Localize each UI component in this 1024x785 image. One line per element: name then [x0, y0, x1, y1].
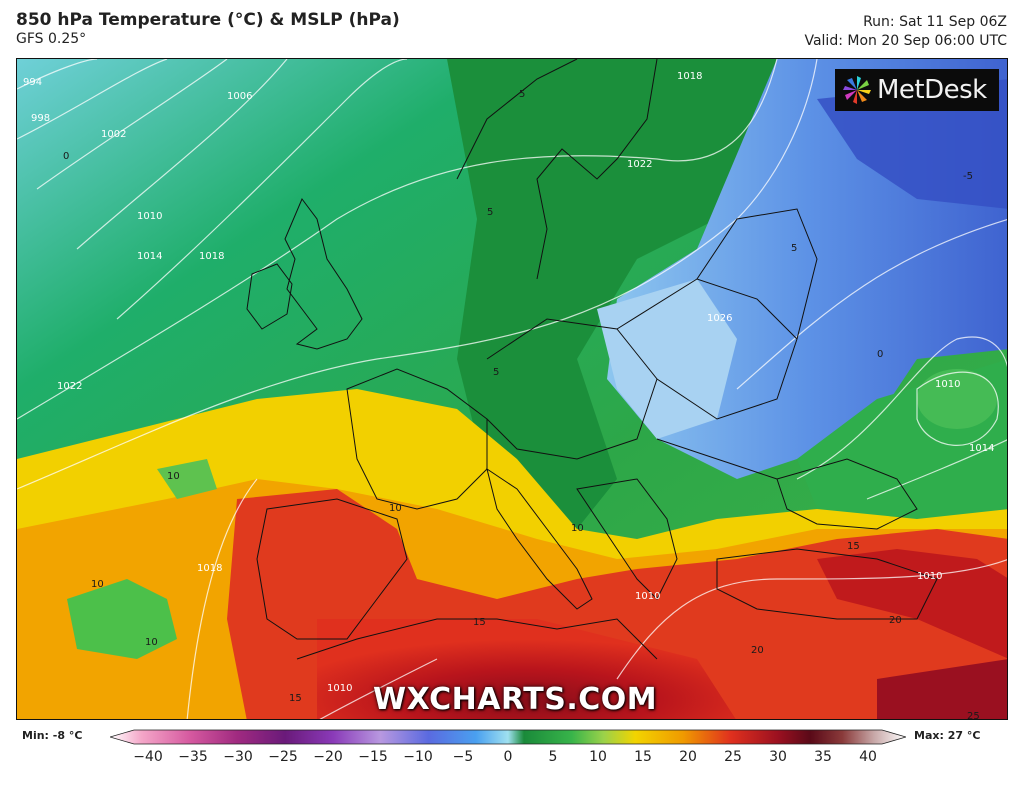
temp-label: 25	[967, 711, 980, 720]
tick-label: −40	[133, 749, 163, 765]
isobar-label: 1010	[327, 683, 352, 694]
isobar-label: 998	[31, 113, 50, 124]
tick-label: −5	[452, 749, 474, 765]
color-legend: Min: -8 °C	[0, 724, 1024, 785]
metdesk-logo: MetDesk	[835, 69, 999, 111]
min-label: Min: -8 °C	[22, 729, 83, 742]
tick-label: 5	[548, 749, 558, 765]
temp-label: 10	[571, 523, 584, 534]
temp-label: 20	[889, 615, 902, 626]
tick-label: 30	[769, 749, 787, 765]
isobar-label: 1022	[627, 159, 652, 170]
chart-header: 850 hPa Temperature (°C) & MSLP (hPa) GF…	[16, 10, 400, 47]
temp-label: 10	[145, 637, 158, 648]
isobar-label: 1002	[101, 129, 126, 140]
isobar-label: 1010	[935, 379, 960, 390]
temp-label: 10	[389, 503, 402, 514]
temp-label: -5	[963, 171, 973, 182]
temp-label: 0	[877, 349, 883, 360]
max-label: Max: 27 °C	[914, 729, 981, 742]
tick-label: −20	[313, 749, 343, 765]
temp-label: 15	[289, 693, 302, 704]
tick-label: 40	[859, 749, 877, 765]
tick-label: −30	[223, 749, 253, 765]
isobar-label: 1026	[707, 313, 732, 324]
temperature-field: 994 998 1002 1006 1010 1014 1018 1022 10…	[17, 59, 1007, 720]
isobar-label: 1014	[137, 251, 162, 262]
temp-label: 20	[751, 645, 764, 656]
tick-label: 10	[589, 749, 607, 765]
isobar-label: 1018	[677, 71, 702, 82]
weather-map: 994 998 1002 1006 1010 1014 1018 1022 10…	[16, 58, 1008, 720]
isobar-label: 994	[23, 77, 42, 88]
tick-label: 15	[634, 749, 652, 765]
tick-label: 0	[503, 749, 513, 765]
isobar-label: 1022	[57, 381, 82, 392]
isobar-label: 1010	[137, 211, 162, 222]
temp-label: 10	[91, 579, 104, 590]
logo-text: MetDesk	[877, 75, 987, 105]
temp-label: 10	[167, 471, 180, 482]
isobar-label: 1018	[197, 563, 222, 574]
metdesk-flower-icon	[843, 76, 871, 104]
chart-title: 850 hPa Temperature (°C) & MSLP (hPa)	[16, 10, 400, 30]
tick-label: 35	[814, 749, 832, 765]
tick-label: 20	[679, 749, 697, 765]
tick-label: −15	[358, 749, 388, 765]
tick-label: −25	[268, 749, 298, 765]
model-name: GFS 0.25°	[16, 31, 87, 47]
run-info: Run: Sat 11 Sep 06Z Valid: Mon 20 Sep 06…	[804, 13, 1007, 51]
run-time: Run: Sat 11 Sep 06Z	[863, 14, 1007, 30]
temp-label: 15	[847, 541, 860, 552]
watermark: WXCHARTS.COM	[373, 682, 658, 717]
temp-label: 5	[519, 89, 525, 100]
isobar-label: 1010	[635, 591, 660, 602]
isobar-label: 1006	[227, 91, 252, 102]
temp-label: 5	[487, 207, 493, 218]
temp-label: 0	[63, 151, 69, 162]
colorbar	[110, 729, 906, 745]
isobar-label: 1010	[917, 571, 942, 582]
temp-label: 5	[493, 367, 499, 378]
tick-label: −35	[178, 749, 208, 765]
temp-label: 15	[473, 617, 486, 628]
tick-label: −10	[403, 749, 433, 765]
isobar-label: 1014	[969, 443, 994, 454]
valid-time: Valid: Mon 20 Sep 06:00 UTC	[804, 33, 1007, 49]
tick-label: 25	[724, 749, 742, 765]
isobar-label: 1018	[199, 251, 224, 262]
colorbar-ticks: −40 −35 −30 −25 −20 −15 −10 −5 0 5 10 15…	[0, 749, 1024, 769]
temp-label: 5	[791, 243, 797, 254]
